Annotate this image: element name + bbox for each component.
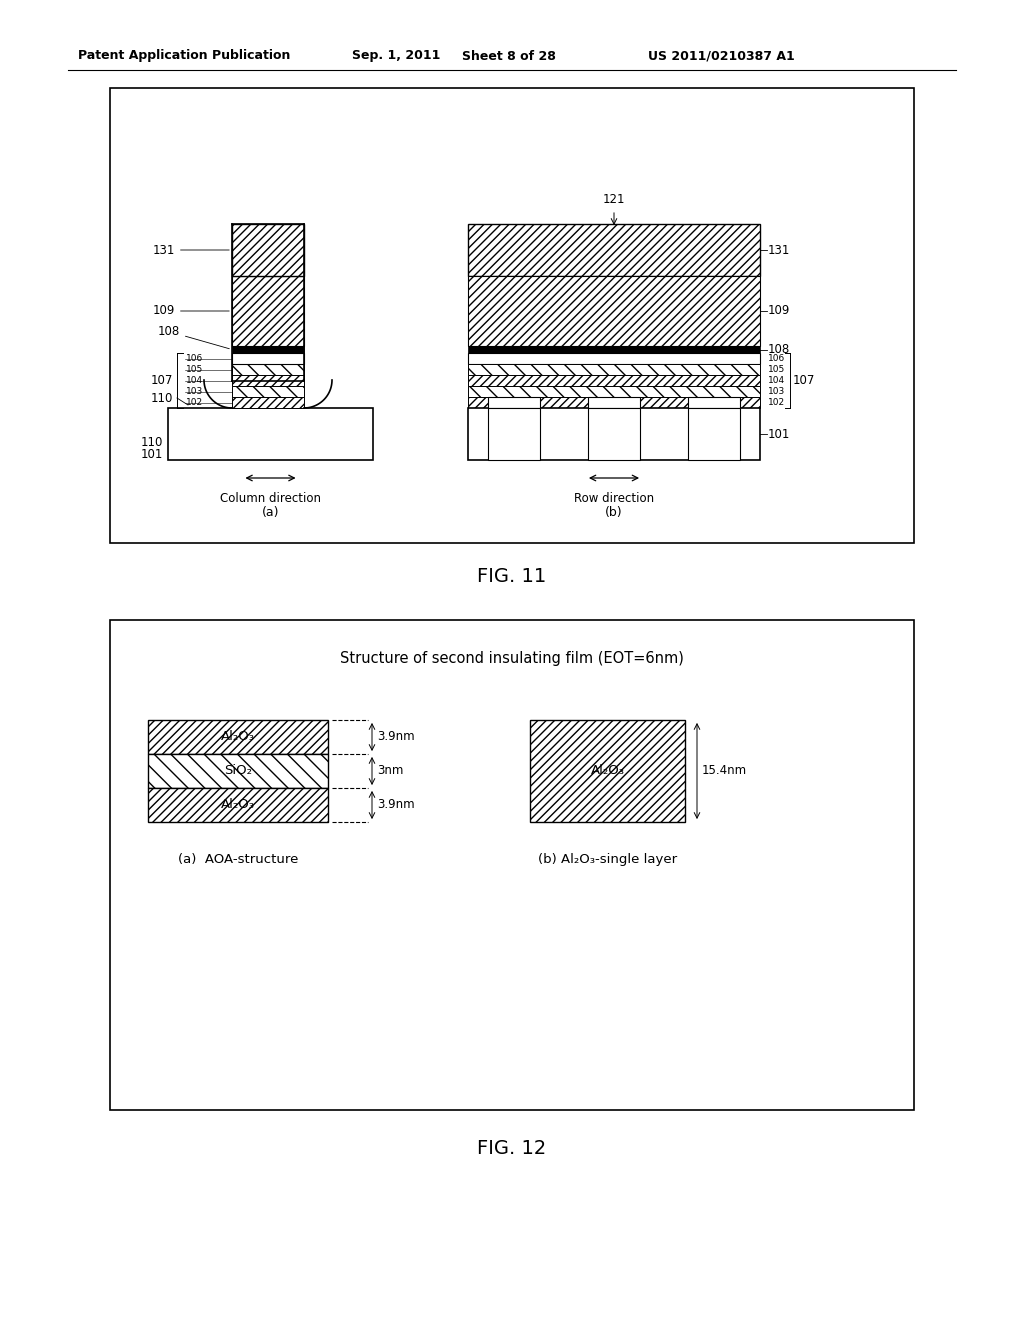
Bar: [488, 397, 540, 408]
Text: (b) Al₂O₃-single layer: (b) Al₂O₃-single layer: [538, 854, 677, 866]
Bar: [468, 276, 760, 346]
Text: 102: 102: [186, 399, 203, 407]
Bar: [468, 408, 760, 459]
Text: 106: 106: [186, 354, 203, 363]
Text: 3.9nm: 3.9nm: [377, 799, 415, 812]
Text: US 2011/0210387 A1: US 2011/0210387 A1: [648, 49, 795, 62]
Text: Sheet 8 of 28: Sheet 8 of 28: [462, 49, 556, 62]
Text: 109: 109: [768, 305, 791, 318]
Text: 109: 109: [153, 305, 229, 318]
Bar: [232, 352, 304, 364]
Text: 3.9nm: 3.9nm: [377, 730, 415, 743]
Bar: [468, 346, 760, 352]
Text: Al₂O₃: Al₂O₃: [221, 799, 255, 812]
Text: 121: 121: [603, 193, 626, 206]
Text: 101: 101: [768, 428, 791, 441]
Text: Patent Application Publication: Patent Application Publication: [78, 49, 291, 62]
Text: 108: 108: [158, 325, 229, 348]
Text: FIG. 12: FIG. 12: [477, 1138, 547, 1158]
Bar: [468, 224, 760, 276]
Bar: [232, 346, 304, 352]
Text: 110: 110: [151, 392, 173, 404]
Text: 105: 105: [186, 366, 203, 374]
Text: Al₂O₃: Al₂O₃: [591, 764, 625, 777]
Text: Row direction: Row direction: [573, 492, 654, 506]
Text: Structure of second insulating film (EOT=6nm): Structure of second insulating film (EOT…: [340, 651, 684, 665]
Bar: [232, 276, 304, 346]
Bar: [232, 397, 304, 408]
Text: 101: 101: [140, 447, 163, 461]
Bar: [232, 385, 304, 397]
Bar: [488, 408, 540, 459]
Bar: [688, 408, 740, 459]
Text: 15.4nm: 15.4nm: [702, 764, 748, 777]
Text: (b): (b): [605, 506, 623, 519]
Text: (a)  AOA-structure: (a) AOA-structure: [178, 854, 298, 866]
Bar: [468, 352, 760, 364]
Bar: [148, 788, 328, 822]
Text: 107: 107: [793, 374, 815, 387]
Bar: [232, 364, 304, 375]
Bar: [232, 375, 304, 385]
Bar: [110, 620, 914, 1110]
Text: 105: 105: [768, 366, 785, 374]
Bar: [148, 719, 328, 754]
Bar: [468, 385, 760, 397]
Text: Column direction: Column direction: [220, 492, 321, 506]
Bar: [168, 408, 373, 459]
Bar: [468, 364, 760, 375]
Bar: [110, 88, 914, 543]
Bar: [588, 408, 640, 459]
Text: 104: 104: [768, 376, 785, 385]
Bar: [468, 375, 760, 385]
Bar: [688, 397, 740, 408]
Text: 3nm: 3nm: [377, 764, 403, 777]
Bar: [530, 719, 685, 822]
Text: 131: 131: [768, 243, 791, 256]
Text: Al₂O₃: Al₂O₃: [221, 730, 255, 743]
Text: 106: 106: [768, 354, 785, 363]
Bar: [232, 224, 304, 276]
Text: 107: 107: [151, 374, 173, 387]
Bar: [588, 397, 640, 408]
Text: 110: 110: [140, 437, 163, 450]
Text: 102: 102: [768, 399, 785, 407]
Text: 104: 104: [186, 376, 203, 385]
Text: Sep. 1, 2011: Sep. 1, 2011: [352, 49, 440, 62]
Text: 103: 103: [768, 387, 785, 396]
Text: FIG. 11: FIG. 11: [477, 566, 547, 586]
Bar: [468, 397, 760, 408]
Bar: [148, 754, 328, 788]
Text: 108: 108: [768, 343, 791, 356]
Text: (a): (a): [262, 506, 280, 519]
Text: 131: 131: [153, 243, 229, 256]
Text: 103: 103: [186, 387, 203, 396]
Text: SiO₂: SiO₂: [224, 764, 252, 777]
